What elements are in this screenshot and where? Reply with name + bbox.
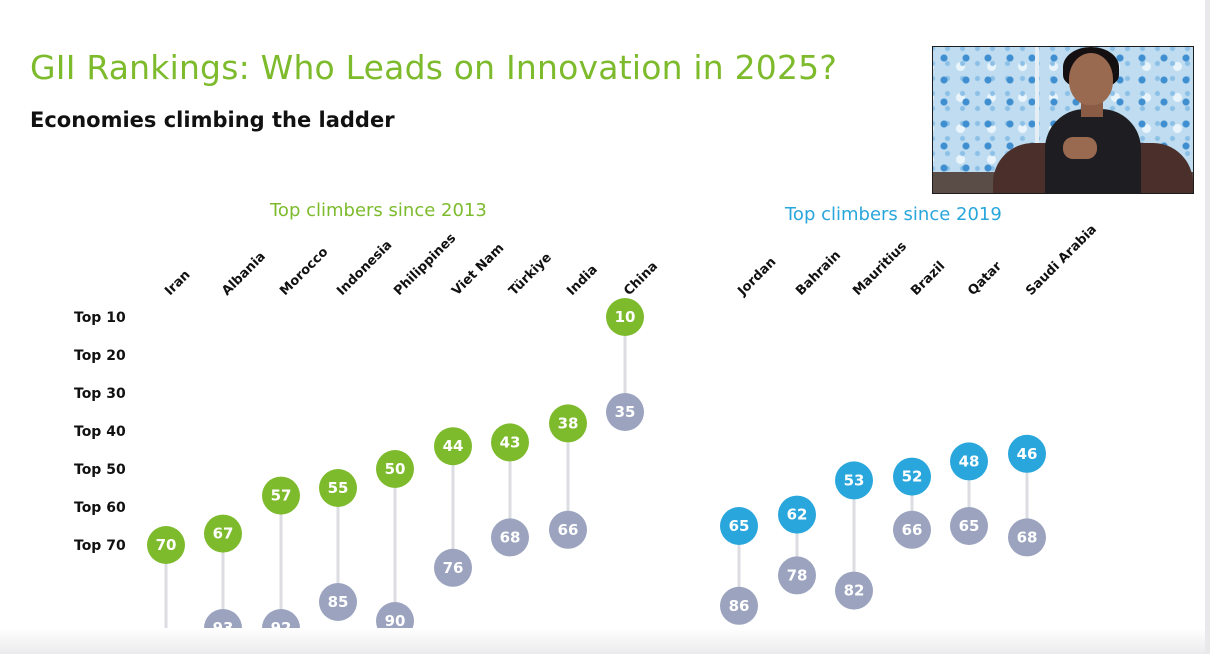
earlier-rank-bubble	[893, 510, 931, 549]
earlier-rank-label: 82	[844, 582, 865, 600]
earlier-rank-label: 66	[902, 521, 923, 539]
earlier-rank-bubble	[835, 571, 873, 610]
rank-2025-bubble	[147, 526, 185, 564]
rank-2025-bubble	[319, 469, 357, 507]
rank-2025-label: 53	[844, 471, 865, 489]
rank-2025-label: 38	[558, 414, 579, 432]
country-label: Mauritius	[850, 239, 910, 299]
earlier-rank-label: 90	[385, 612, 406, 630]
earlier-rank-bubble	[549, 510, 587, 549]
slide-title: GII Rankings: Who Leads on Innovation in…	[30, 48, 838, 87]
earlier-rank-label: 86	[729, 597, 750, 615]
rank-2025-label: 57	[271, 487, 292, 505]
window-edge	[1205, 0, 1210, 654]
earlier-rank-bubble	[606, 393, 644, 431]
rank-2025-label: 43	[500, 433, 521, 451]
earlier-rank-label: 35	[615, 403, 636, 421]
rank-2025-bubble	[778, 495, 816, 534]
y-axis-label: Top 70	[74, 538, 126, 554]
country-label: Indonesia	[334, 238, 395, 299]
speaker-hands	[1063, 137, 1097, 159]
country-label: Jordan	[735, 255, 780, 300]
rank-2025-label: 70	[156, 536, 177, 554]
video-backdrop-divider	[1035, 47, 1039, 193]
rank-2025-bubble	[950, 442, 988, 481]
earlier-rank-label: 76	[443, 559, 464, 577]
rank-2025-label: 55	[328, 479, 349, 497]
y-axis-label: Top 30	[74, 386, 126, 402]
earlier-rank-bubble	[319, 583, 357, 621]
earlier-rank-label: 78	[787, 566, 808, 584]
slide-subtitle: Economies climbing the ladder	[30, 108, 395, 132]
y-axis-label: Top 20	[74, 348, 126, 364]
rank-2025-label: 67	[213, 525, 234, 543]
earlier-rank-label: 65	[959, 517, 980, 535]
y-axis-label: Top 40	[74, 424, 126, 440]
country-label: Albania	[219, 249, 269, 299]
country-label: Saudi Arabia	[1023, 222, 1100, 299]
rank-2025-bubble	[434, 427, 472, 466]
rank-2025-bubble	[720, 507, 758, 545]
country-label: Bahrain	[793, 248, 844, 299]
group-title-2013: Top climbers since 2013	[270, 200, 487, 221]
country-label: Morocco	[277, 245, 331, 299]
speaker-head	[1069, 53, 1113, 105]
earlier-rank-bubble	[950, 507, 988, 545]
rank-2025-label: 48	[959, 452, 980, 470]
speaker-video-inset[interactable]	[932, 46, 1194, 194]
rank-2025-bubble	[835, 461, 873, 500]
rank-2025-bubble	[491, 423, 529, 462]
rank-2025-bubble	[549, 404, 587, 443]
y-axis-label: Top 50	[74, 462, 126, 478]
group-title-2019: Top climbers since 2019	[785, 204, 1002, 225]
earlier-rank-bubble	[1008, 518, 1046, 557]
rank-2025-bubble	[606, 298, 644, 336]
rank-2025-bubble	[893, 457, 931, 496]
country-label: Türkiye	[506, 250, 555, 299]
country-label: Qatar	[965, 259, 1005, 299]
y-axis-label: Top 10	[74, 310, 126, 326]
bottom-fade	[0, 628, 1205, 654]
rank-2025-bubble	[376, 450, 414, 488]
rank-2025-label: 46	[1017, 445, 1038, 463]
rank-2025-label: 44	[443, 437, 464, 455]
country-label: Viet Nam	[449, 241, 507, 299]
earlier-rank-bubble	[778, 556, 816, 595]
rank-2025-label: 50	[385, 460, 406, 478]
earlier-rank-bubble	[720, 586, 758, 625]
rank-2025-label: 52	[902, 468, 923, 486]
earlier-rank-label: 85	[328, 593, 349, 611]
earlier-rank-bubble	[434, 548, 472, 587]
country-label: India	[564, 262, 601, 299]
rank-2025-bubble	[262, 476, 300, 515]
country-label: Iran	[162, 268, 193, 299]
rank-2025-bubble	[1008, 434, 1046, 473]
rank-2025-label: 65	[729, 517, 750, 535]
rank-2025-label: 62	[787, 506, 808, 524]
earlier-rank-bubble	[491, 518, 529, 557]
rank-2025-bubble	[204, 514, 242, 553]
earlier-rank-label: 68	[1017, 528, 1038, 546]
earlier-rank-label: 68	[500, 528, 521, 546]
rank-2025-label: 10	[615, 308, 636, 326]
earlier-rank-label: 66	[558, 521, 579, 539]
y-axis-label: Top 60	[74, 500, 126, 516]
country-label: China	[621, 259, 661, 299]
country-label: Brazil	[908, 259, 948, 299]
